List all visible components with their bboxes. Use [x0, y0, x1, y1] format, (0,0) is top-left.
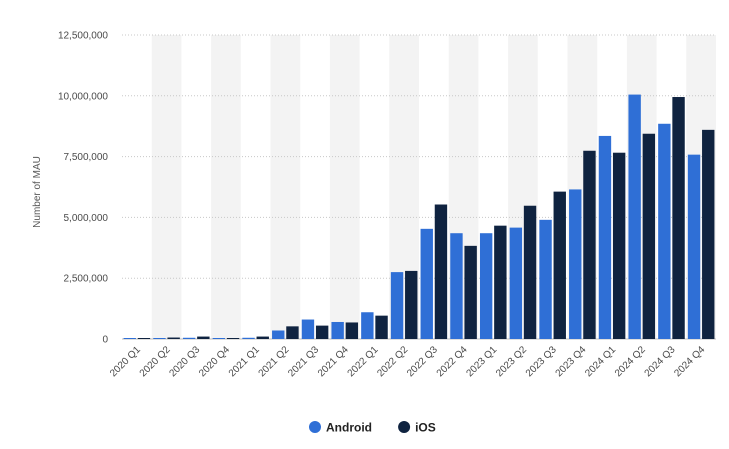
bar-android-2023-q2[interactable] [509, 227, 523, 339]
x-tick-label: 2021 Q4 [316, 344, 351, 379]
bar-android-2021-q1[interactable] [242, 337, 255, 339]
x-tick-label: 2022 Q1 [346, 344, 381, 379]
bar-ios-2023-q3[interactable] [553, 191, 566, 339]
bar-android-2020-q1[interactable] [123, 338, 136, 339]
bar-android-2022-q4[interactable] [450, 233, 463, 339]
y-tick-label: 5,000,000 [64, 213, 109, 224]
bar-ios-2020-q3[interactable] [197, 336, 210, 339]
bar-ios-2022-q1[interactable] [375, 315, 388, 339]
x-tick-label: 2020 Q3 [167, 344, 202, 379]
category-band [151, 35, 182, 339]
x-tick-label: 2024 Q3 [643, 344, 678, 379]
x-tick-label: 2024 Q4 [672, 344, 707, 379]
legend-item-android[interactable]: Android [309, 420, 372, 434]
x-tick-label: 2021 Q1 [227, 344, 262, 379]
x-tick-label: 2020 Q2 [138, 344, 173, 379]
x-tick-label: 2022 Q3 [405, 344, 440, 379]
bar-ios-2021-q4[interactable] [345, 322, 359, 339]
category-band [211, 35, 241, 339]
bar-ios-2024-q3[interactable] [672, 97, 685, 340]
bar-android-2022-q1[interactable] [361, 312, 374, 339]
bar-android-2021-q3[interactable] [301, 319, 315, 339]
legend-item-ios[interactable]: iOS [398, 420, 436, 434]
bar-ios-2020-q1[interactable] [137, 338, 151, 339]
bar-ios-2023-q4[interactable] [583, 150, 596, 339]
x-tick-label: 2021 Q2 [257, 344, 292, 379]
bar-android-2020-q4[interactable] [212, 338, 226, 339]
bar-android-2024-q4[interactable] [687, 154, 701, 339]
bar-android-2024-q1[interactable] [598, 135, 612, 339]
x-tick-label: 2024 Q1 [583, 344, 618, 379]
x-tick-label: 2020 Q4 [197, 344, 232, 379]
x-tick-label: 2023 Q1 [464, 344, 499, 379]
bar-android-2024-q3[interactable] [658, 123, 671, 340]
bar-android-2021-q2[interactable] [272, 330, 285, 339]
category-band [329, 35, 360, 339]
x-tick-label: 2023 Q4 [554, 344, 589, 379]
bar-ios-2024-q4[interactable] [702, 129, 715, 339]
y-axis: 0 2,500,000 5,000,000 7,500,000 10,000,000 12… [58, 31, 109, 346]
legend-swatch [309, 421, 321, 433]
bar-android-2023-q1[interactable] [479, 233, 493, 339]
y-tick-label: 2,500,000 [64, 274, 109, 285]
bar-android-2021-q4[interactable] [331, 321, 344, 339]
bar-ios-2021-q1[interactable] [256, 336, 269, 339]
y-tick-label: 0 [102, 335, 108, 346]
bar-android-2022-q3[interactable] [420, 228, 433, 339]
bar-ios-2020-q2[interactable] [167, 337, 180, 339]
bar-ios-2021-q2[interactable] [286, 326, 299, 339]
y-tick-label: 10,000,000 [58, 91, 108, 102]
x-tick-label: 2022 Q4 [435, 344, 470, 379]
bar-ios-2020-q4[interactable] [226, 338, 240, 339]
bar-ios-2022-q2[interactable] [405, 270, 418, 339]
bars [123, 94, 715, 340]
bar-android-2023-q3[interactable] [539, 219, 552, 339]
bar-ios-2024-q1[interactable] [612, 152, 626, 339]
bar-android-2020-q2[interactable] [153, 338, 166, 339]
bar-android-2023-q4[interactable] [569, 189, 582, 339]
legend-label: iOS [415, 420, 436, 434]
category-band [270, 35, 301, 339]
bar-android-2022-q2[interactable] [390, 272, 404, 339]
bar-ios-2022-q4[interactable] [464, 245, 477, 339]
bar-ios-2023-q1[interactable] [494, 225, 507, 339]
y-tick-label: 12,500,000 [58, 31, 108, 42]
bar-android-2024-q2[interactable] [628, 94, 641, 339]
x-tick-label: 2022 Q2 [375, 344, 410, 379]
x-tick-label: 2023 Q3 [524, 344, 559, 379]
x-tick-label: 2024 Q2 [613, 344, 648, 379]
bar-ios-2023-q2[interactable] [523, 205, 537, 339]
legend-swatch [398, 421, 411, 433]
bar-android-2020-q3[interactable] [182, 337, 196, 339]
bar-ios-2021-q3[interactable] [315, 325, 329, 339]
legend-label: Android [326, 420, 372, 434]
x-tick-label: 2023 Q2 [494, 344, 529, 379]
y-tick-label: 7,500,000 [64, 152, 109, 163]
x-tick-label: 2021 Q3 [286, 344, 321, 379]
y-axis-title: Number of MAU [32, 156, 43, 228]
bar-ios-2024-q2[interactable] [642, 133, 656, 339]
x-tick-label: 2020 Q1 [108, 344, 143, 379]
bar-ios-2022-q3[interactable] [434, 204, 448, 339]
legend: Android iOS [309, 420, 436, 434]
